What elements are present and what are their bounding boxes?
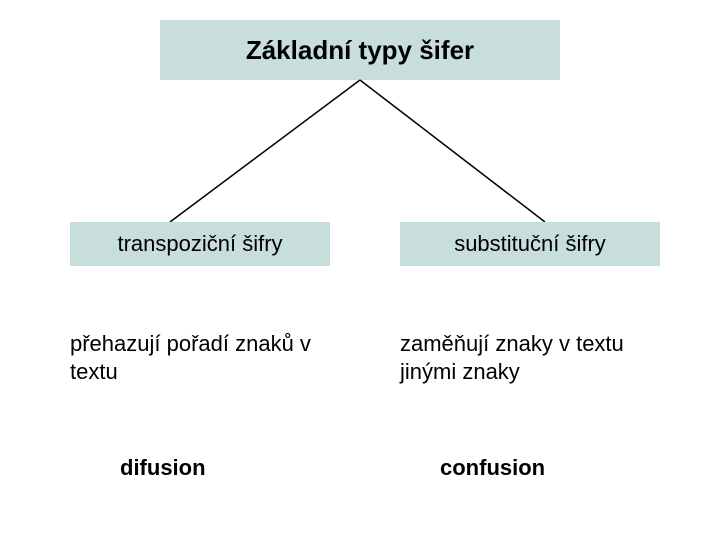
title-box: Základní typy šifer (160, 20, 560, 80)
footer-right: confusion (440, 455, 545, 481)
branch-lines (0, 0, 720, 540)
branch-line-left (170, 80, 360, 222)
branch-label-left: transpoziční šifry (117, 231, 282, 257)
branch-line-right (360, 80, 545, 222)
branch-box-left: transpoziční šifry (70, 222, 330, 266)
description-left: přehazují pořadí znaků v textu (70, 330, 350, 385)
branch-label-right: substituční šifry (454, 231, 606, 257)
description-right: zaměňují znaky v textu jinými znaky (400, 330, 680, 385)
footer-left: difusion (120, 455, 206, 481)
branch-box-right: substituční šifry (400, 222, 660, 266)
diagram-title: Základní typy šifer (246, 35, 474, 66)
